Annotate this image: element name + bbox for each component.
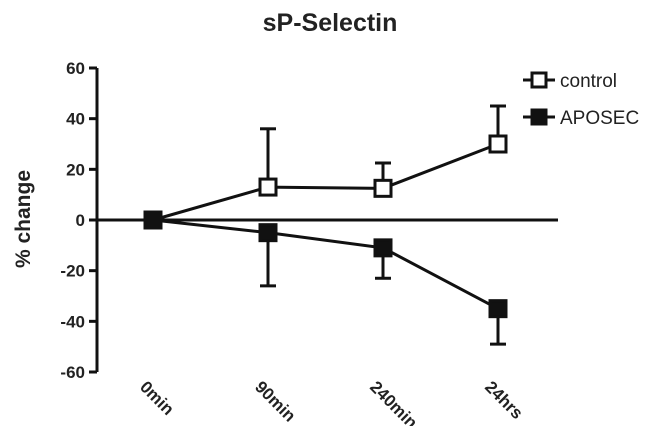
x-tick-label: 24hrs [481, 377, 527, 423]
y-tick-label: -60 [60, 363, 85, 382]
y-tick-label: 40 [66, 110, 85, 129]
legend-marker [530, 108, 548, 126]
y-axis-label: % change [12, 170, 35, 268]
data-point [258, 177, 278, 197]
chart-title: sP-Selectin [263, 9, 398, 37]
x-tick-label: 0min [136, 377, 177, 418]
x-tick-label: 90min [251, 377, 299, 425]
y-tick-label: -20 [60, 262, 85, 281]
data-point [373, 178, 393, 198]
x-axis: 0min 90min 240min 24hrs [97, 218, 558, 426]
legend-item-control: control [523, 71, 617, 92]
x-tick-label: 240min [366, 377, 421, 426]
y-tick-label: 20 [66, 160, 85, 179]
y-tick-label: 0 [76, 211, 85, 230]
legend-marker [530, 71, 548, 89]
y-tick-label: -40 [60, 312, 85, 331]
legend: control APOSEC [523, 71, 639, 129]
series-APOSEC [143, 210, 508, 346]
data-point [488, 134, 508, 154]
series-control [143, 104, 508, 230]
legend-label: APOSEC [560, 108, 639, 129]
series-line [152, 142, 499, 222]
y-axis: 60 40 20 0 -20 -40 -60 [60, 59, 99, 382]
data-point [258, 223, 278, 243]
series-line [152, 218, 499, 310]
series-layer [143, 104, 508, 346]
legend-label: control [560, 71, 617, 92]
y-tick-label: 60 [66, 59, 85, 78]
data-point [373, 238, 393, 258]
legend-item-APOSEC: APOSEC [523, 108, 639, 129]
data-point [488, 299, 508, 319]
data-point [143, 210, 163, 230]
